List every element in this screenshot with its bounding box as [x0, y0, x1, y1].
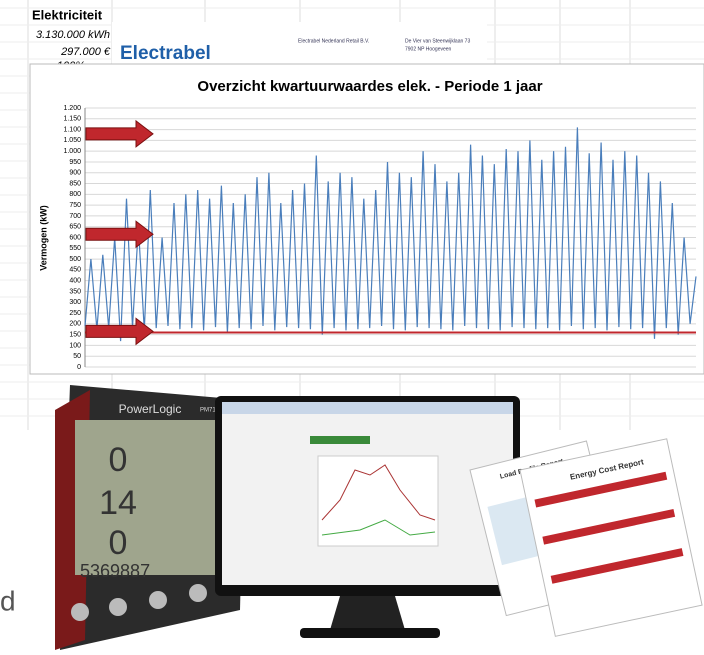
- y-tick-label: 600: [69, 234, 81, 241]
- sheet-heading: Elektriciteit: [32, 7, 103, 22]
- y-tick-label: 250: [69, 310, 81, 317]
- scene: Elektriciteit 3.130.000 kWh 297.000 € 10…: [0, 0, 704, 655]
- y-axis-label: Vermogen (kW): [38, 205, 48, 271]
- y-tick-label: 950: [69, 159, 81, 166]
- sheet-row: 297.000 €: [60, 46, 111, 58]
- y-tick-label: 150: [69, 331, 81, 338]
- y-tick-label: 1.050: [63, 137, 81, 144]
- sheet-row: 3.130.000 kWh: [36, 29, 110, 41]
- monitor-stand: [330, 596, 405, 630]
- y-tick-label: 1.000: [63, 148, 81, 155]
- meter-reading: 14: [99, 484, 137, 522]
- page: {"spreadsheet": {"heading": "Elektricite…: [0, 0, 704, 655]
- y-tick-label: 1.150: [63, 116, 81, 123]
- meter-button: [189, 584, 207, 602]
- text-fragment: d: [0, 585, 16, 616]
- y-tick-label: 900: [69, 170, 81, 177]
- meter-reading: 0: [109, 441, 128, 479]
- y-tick-label: 850: [69, 180, 81, 187]
- y-tick-label: 750: [69, 202, 81, 209]
- window-tab: [310, 436, 370, 444]
- y-tick-label: 650: [69, 224, 81, 231]
- chart-title: Overzicht kwartuurwaardes elek. - Period…: [197, 78, 542, 95]
- meter-button: [71, 603, 89, 621]
- reports: Load Profile Report Energy Cost Report: [470, 439, 702, 636]
- meter-button: [149, 591, 167, 609]
- y-tick-label: 1.100: [63, 126, 81, 133]
- logo: Electrabel: [120, 43, 211, 64]
- letterhead: 7902 NP Hoogeveen: [405, 46, 452, 52]
- report: Energy Cost Report: [520, 439, 702, 636]
- y-tick-label: 400: [69, 278, 81, 285]
- y-tick-label: 500: [69, 256, 81, 263]
- y-tick-label: 0: [77, 364, 81, 371]
- monitor-base: [300, 628, 440, 638]
- y-tick-label: 450: [69, 267, 81, 274]
- y-tick-label: 700: [69, 213, 81, 220]
- y-tick-label: 550: [69, 245, 81, 252]
- monitor: [215, 396, 520, 638]
- y-tick-label: 350: [69, 288, 81, 295]
- meter-screen: [75, 420, 215, 575]
- y-tick-label: 100: [69, 342, 81, 349]
- y-tick-label: 200: [69, 321, 81, 328]
- y-tick-label: 800: [69, 191, 81, 198]
- y-tick-label: 50: [73, 353, 81, 360]
- window-bar: [222, 402, 513, 414]
- y-tick-label: 300: [69, 299, 81, 306]
- meter-button: [109, 598, 127, 616]
- letterhead: De Vier van Steenwijklaan 73: [405, 38, 470, 44]
- meter-brand: PowerLogic: [119, 402, 182, 416]
- letterhead: Electrabel Nederland Retail B.V.: [298, 38, 369, 44]
- meter-reading: 0: [109, 524, 128, 562]
- meter-reading: 5369887: [80, 561, 150, 581]
- y-tick-label: 1.200: [63, 105, 81, 112]
